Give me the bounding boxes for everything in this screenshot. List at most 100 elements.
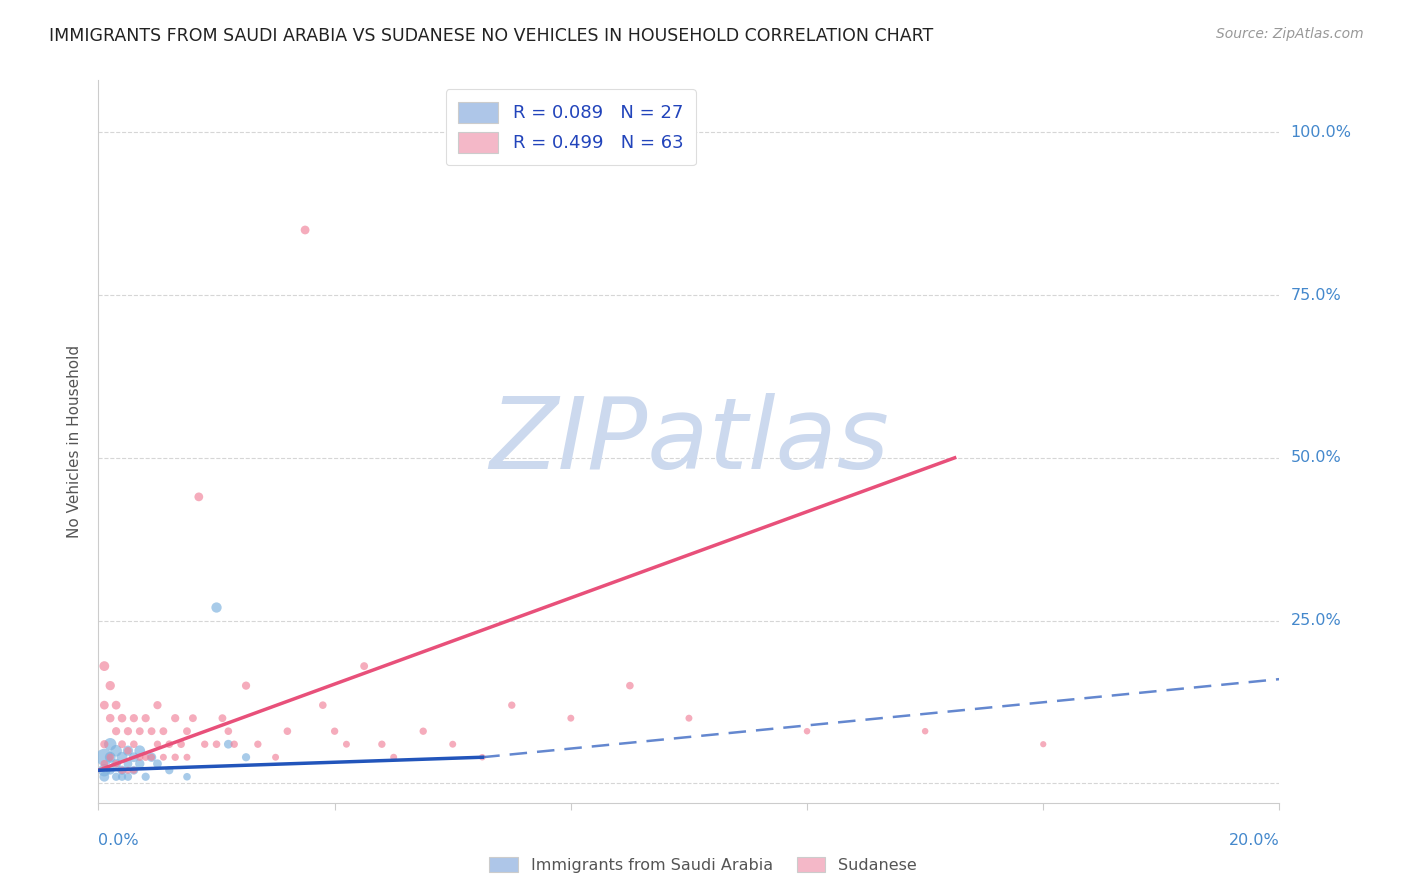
Text: 75.0%: 75.0% bbox=[1291, 287, 1341, 302]
Point bbox=[181, 711, 204, 725]
Point bbox=[117, 764, 139, 778]
Point bbox=[93, 770, 115, 784]
Point bbox=[141, 750, 163, 764]
Point bbox=[93, 659, 115, 673]
Point bbox=[128, 750, 150, 764]
Point bbox=[111, 737, 134, 751]
Point bbox=[678, 711, 700, 725]
Legend: R = 0.089   N = 27, R = 0.499   N = 63: R = 0.089 N = 27, R = 0.499 N = 63 bbox=[446, 89, 696, 165]
Point bbox=[312, 698, 335, 713]
Text: 20.0%: 20.0% bbox=[1229, 833, 1279, 848]
Text: Source: ZipAtlas.com: Source: ZipAtlas.com bbox=[1216, 27, 1364, 41]
Point bbox=[122, 711, 145, 725]
Point bbox=[165, 750, 187, 764]
Point bbox=[128, 724, 150, 739]
Point bbox=[211, 711, 233, 725]
Point bbox=[323, 724, 346, 739]
Point bbox=[128, 744, 150, 758]
Text: 100.0%: 100.0% bbox=[1291, 125, 1351, 140]
Point bbox=[176, 724, 198, 739]
Point bbox=[122, 750, 145, 764]
Point bbox=[105, 744, 128, 758]
Point bbox=[276, 724, 298, 739]
Point bbox=[128, 756, 150, 771]
Point bbox=[914, 724, 936, 739]
Point bbox=[264, 750, 287, 764]
Point bbox=[217, 737, 239, 751]
Point bbox=[117, 770, 139, 784]
Point bbox=[619, 679, 641, 693]
Point bbox=[371, 737, 394, 751]
Point bbox=[122, 764, 145, 778]
Point bbox=[176, 770, 198, 784]
Point bbox=[146, 698, 169, 713]
Point bbox=[152, 750, 174, 764]
Point bbox=[117, 744, 139, 758]
Point bbox=[235, 750, 257, 764]
Text: 50.0%: 50.0% bbox=[1291, 450, 1341, 466]
Point bbox=[105, 724, 128, 739]
Point bbox=[98, 750, 121, 764]
Point bbox=[111, 764, 134, 778]
Point bbox=[246, 737, 269, 751]
Point bbox=[93, 750, 115, 764]
Point bbox=[187, 490, 209, 504]
Point bbox=[105, 756, 128, 771]
Point bbox=[224, 737, 246, 751]
Point bbox=[146, 756, 169, 771]
Legend: Immigrants from Saudi Arabia, Sudanese: Immigrants from Saudi Arabia, Sudanese bbox=[482, 851, 924, 880]
Point bbox=[441, 737, 464, 751]
Point bbox=[135, 750, 157, 764]
Text: 0.0%: 0.0% bbox=[98, 833, 139, 848]
Point bbox=[471, 750, 494, 764]
Point bbox=[157, 737, 180, 751]
Point bbox=[560, 711, 582, 725]
Point bbox=[111, 764, 134, 778]
Point bbox=[165, 711, 187, 725]
Point bbox=[141, 724, 163, 739]
Point bbox=[122, 737, 145, 751]
Point bbox=[335, 737, 357, 751]
Point bbox=[152, 724, 174, 739]
Point bbox=[117, 744, 139, 758]
Point bbox=[93, 698, 115, 713]
Point bbox=[105, 770, 128, 784]
Point bbox=[98, 750, 121, 764]
Point bbox=[796, 724, 818, 739]
Point bbox=[205, 600, 228, 615]
Point bbox=[98, 679, 121, 693]
Point bbox=[93, 764, 115, 778]
Point bbox=[1032, 737, 1054, 751]
Point bbox=[217, 724, 239, 739]
Point bbox=[135, 711, 157, 725]
Point bbox=[194, 737, 217, 751]
Point bbox=[105, 756, 128, 771]
Point bbox=[117, 756, 139, 771]
Point bbox=[205, 737, 228, 751]
Point bbox=[412, 724, 434, 739]
Y-axis label: No Vehicles in Household: No Vehicles in Household bbox=[67, 345, 83, 538]
Point bbox=[98, 711, 121, 725]
Text: ZIPatlas: ZIPatlas bbox=[489, 393, 889, 490]
Point bbox=[141, 750, 163, 764]
Point bbox=[170, 737, 193, 751]
Point bbox=[353, 659, 375, 673]
Point bbox=[157, 764, 180, 778]
Point bbox=[382, 750, 405, 764]
Point bbox=[98, 737, 121, 751]
Point bbox=[117, 724, 139, 739]
Point bbox=[111, 770, 134, 784]
Point bbox=[98, 764, 121, 778]
Point bbox=[294, 223, 316, 237]
Point bbox=[111, 750, 134, 764]
Point bbox=[105, 698, 128, 713]
Text: IMMIGRANTS FROM SAUDI ARABIA VS SUDANESE NO VEHICLES IN HOUSEHOLD CORRELATION CH: IMMIGRANTS FROM SAUDI ARABIA VS SUDANESE… bbox=[49, 27, 934, 45]
Point bbox=[93, 737, 115, 751]
Text: 25.0%: 25.0% bbox=[1291, 613, 1341, 628]
Point bbox=[235, 679, 257, 693]
Point bbox=[135, 770, 157, 784]
Point bbox=[93, 756, 115, 771]
Point bbox=[501, 698, 523, 713]
Point bbox=[111, 711, 134, 725]
Point bbox=[146, 737, 169, 751]
